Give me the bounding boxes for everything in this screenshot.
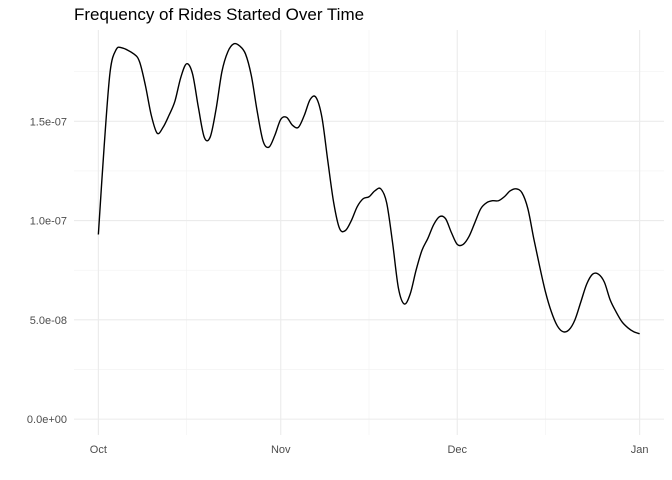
x-tick-label-1: Nov <box>271 444 291 456</box>
density-line-series-0 <box>97 42 640 335</box>
x-tick-label-0: Oct <box>90 444 107 456</box>
y-tick-label-2: 1.0e-07 <box>30 216 67 228</box>
x-axis-tick-labels: Oct Nov Dec Jan <box>90 444 649 456</box>
x-tick-label-3: Jan <box>631 444 649 456</box>
y-tick-label-3: 1.5e-07 <box>30 116 67 128</box>
y-tick-label-0: 0.0e+00 <box>27 414 67 426</box>
series-layer <box>97 42 640 335</box>
x-tick-label-2: Dec <box>447 444 467 456</box>
minor-gridlines <box>74 30 664 435</box>
y-tick-label-1: 5.0e-08 <box>30 315 67 327</box>
y-axis-tick-labels: 0.0e+00 5.0e-08 1.0e-07 1.5e-07 <box>27 116 67 426</box>
major-gridlines <box>74 30 664 435</box>
chart-title: Frequency of Rides Started Over Time <box>74 5 364 24</box>
